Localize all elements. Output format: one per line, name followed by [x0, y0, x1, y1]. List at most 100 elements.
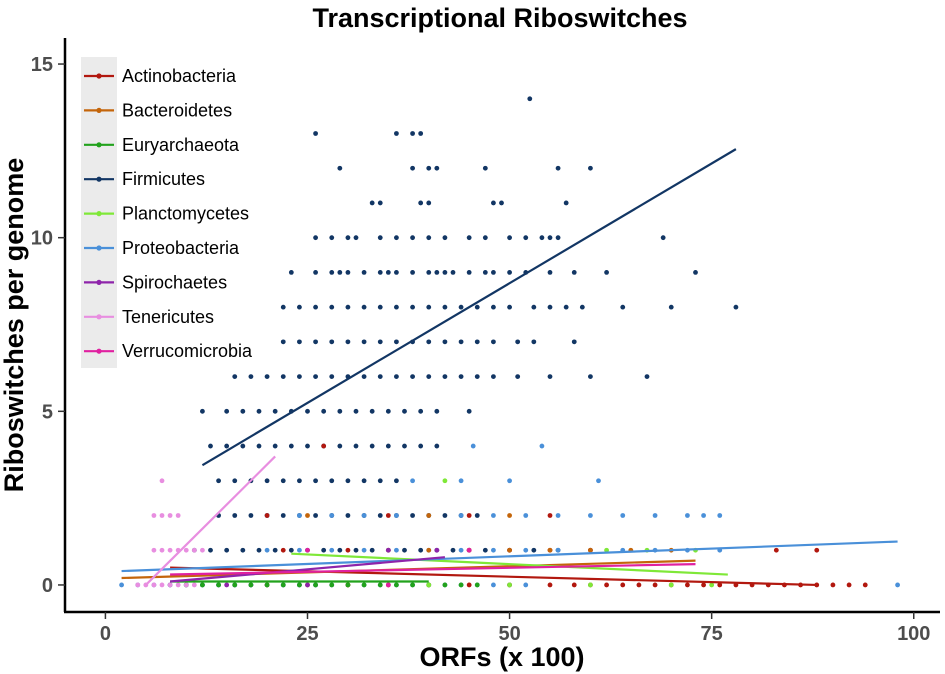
- data-point: [442, 339, 448, 345]
- data-point: [369, 443, 375, 449]
- data-point: [644, 374, 650, 379]
- data-point: [458, 304, 464, 310]
- data-point: [402, 547, 407, 553]
- data-point: [345, 513, 351, 518]
- data-point: [345, 582, 351, 588]
- data-point: [394, 270, 399, 275]
- data-point: [200, 408, 205, 414]
- data-point: [426, 374, 432, 379]
- legend-key-point: [96, 142, 102, 148]
- data-point: [297, 478, 302, 484]
- data-point: [442, 513, 448, 518]
- data-point: [426, 339, 432, 345]
- data-point: [685, 582, 690, 588]
- data-point: [232, 582, 238, 588]
- data-point: [410, 374, 415, 379]
- data-point: [288, 443, 294, 449]
- data-point: [305, 408, 310, 414]
- data-point: [297, 513, 302, 518]
- data-point: [410, 165, 415, 171]
- data-point: [329, 547, 335, 553]
- data-point: [491, 304, 496, 310]
- data-point: [547, 235, 553, 241]
- data-point: [361, 374, 367, 379]
- x-tick-label: 25: [296, 623, 318, 645]
- data-point: [458, 339, 464, 345]
- data-point: [272, 443, 278, 449]
- data-point: [345, 235, 351, 241]
- data-point: [539, 443, 545, 449]
- data-point: [620, 582, 626, 588]
- data-point: [482, 165, 488, 171]
- data-point: [159, 582, 165, 588]
- trend-lines: [121, 148, 898, 587]
- data-point: [377, 513, 383, 518]
- chart-title: Transcriptional Riboswitches: [312, 3, 687, 33]
- data-point: [337, 547, 343, 553]
- data-point: [313, 513, 318, 518]
- data-point: [345, 304, 351, 310]
- data-point: [280, 478, 286, 484]
- data-point: [523, 547, 529, 553]
- data-point: [272, 408, 278, 414]
- data-point: [426, 200, 432, 206]
- data-point: [507, 547, 512, 553]
- data-point: [232, 374, 238, 379]
- data-point: [410, 513, 415, 518]
- data-point: [652, 513, 658, 518]
- legend-label: Planctomycetes: [122, 204, 249, 224]
- data-point: [353, 547, 359, 553]
- data-point: [846, 582, 852, 588]
- data-point: [297, 304, 302, 310]
- data-point: [377, 270, 383, 275]
- data-point: [377, 582, 383, 588]
- data-point: [693, 270, 698, 275]
- data-point: [256, 547, 262, 553]
- data-point: [458, 547, 464, 553]
- data-point: [434, 547, 440, 553]
- data-point: [450, 547, 456, 553]
- data-point: [555, 235, 561, 241]
- data-point: [313, 374, 318, 379]
- x-axis-title: ORFs (x 100): [419, 642, 584, 672]
- data-point: [183, 582, 189, 588]
- data-point: [329, 478, 335, 484]
- y-tick-label: 10: [31, 228, 53, 250]
- data-point: [701, 582, 706, 588]
- data-point: [394, 131, 399, 136]
- data-point: [280, 547, 286, 553]
- data-point: [402, 408, 407, 414]
- data-point: [604, 582, 609, 588]
- data-point: [394, 547, 399, 553]
- data-point: [305, 513, 310, 518]
- data-point: [773, 547, 779, 553]
- data-point: [313, 582, 318, 588]
- trend-line: [121, 540, 898, 573]
- data-point: [313, 131, 318, 136]
- series-points: [305, 547, 472, 588]
- data-point: [588, 513, 593, 518]
- data-point: [458, 513, 464, 518]
- legend-label: Tenericutes: [122, 307, 214, 327]
- data-point: [248, 374, 254, 379]
- data-point: [402, 443, 407, 449]
- series-points: [135, 478, 205, 588]
- data-point: [329, 582, 335, 588]
- data-point: [474, 304, 480, 310]
- data-point: [668, 304, 674, 310]
- y-tick-label: 15: [31, 54, 53, 76]
- data-point: [313, 270, 318, 275]
- data-point: [418, 547, 424, 553]
- data-point: [660, 235, 666, 241]
- data-point: [329, 270, 335, 275]
- data-point: [555, 547, 561, 553]
- data-point: [377, 478, 383, 484]
- data-point: [377, 235, 383, 241]
- data-point: [668, 582, 674, 588]
- data-point: [305, 547, 310, 553]
- data-point: [466, 270, 472, 275]
- data-point: [579, 304, 585, 310]
- data-point: [507, 513, 512, 518]
- data-point: [288, 270, 294, 275]
- data-point: [385, 443, 391, 449]
